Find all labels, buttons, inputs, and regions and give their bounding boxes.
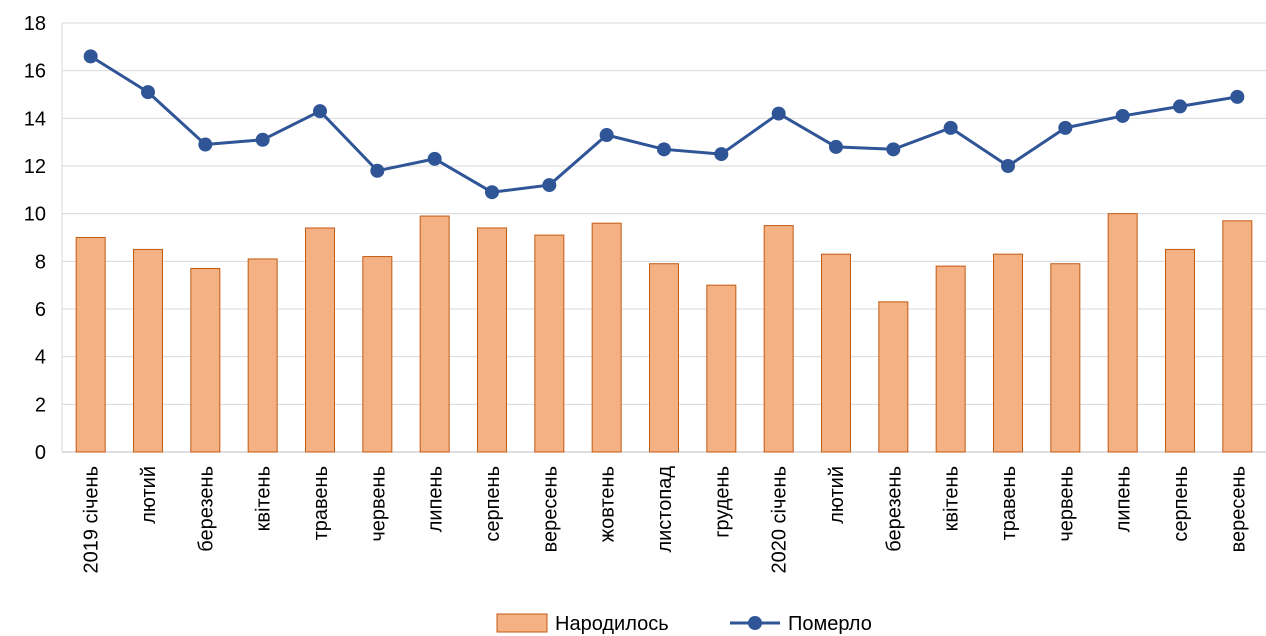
x-tick-label: серпень [1170,466,1192,542]
y-tick-label: 2 [35,394,46,416]
line-point [485,185,499,200]
line-point [886,142,901,157]
line-point [1001,159,1015,173]
line-point [714,147,729,162]
legend-label-births: Народилось [555,613,669,635]
bar [75,237,106,453]
y-tick-label: 18 [24,13,46,35]
line-point [542,178,557,193]
y-tick-label: 4 [35,347,46,369]
bar [362,256,393,453]
bar [821,253,851,453]
x-tick-label: серпень [482,466,504,542]
bar [190,267,221,453]
y-tick-label: 8 [35,251,46,273]
bar [477,227,507,453]
x-tick-label: вересень [539,466,561,552]
bar [1165,248,1195,453]
line-point [1058,120,1073,135]
bar [763,225,794,453]
x-tick-label: липень [1113,466,1135,532]
x-tick-label: березень [883,466,905,552]
legend: Народилось Померло [496,613,872,635]
x-tick-label: 2020 січень [769,466,791,574]
y-tick-label: 14 [24,108,46,130]
bar [706,284,737,453]
bar [1107,213,1138,453]
bar [935,265,966,453]
bar [1050,263,1081,453]
bar [247,258,278,453]
bar [534,234,565,453]
x-tick-label: жовтень [597,466,619,542]
x-tick-label: 2019 січень [81,466,103,574]
y-tick-label: 16 [24,61,46,83]
x-tick-label: липень [425,466,447,532]
line-point [313,104,327,119]
line-point [198,137,213,152]
legend-label-deaths: Померло [788,613,872,635]
line-point [943,120,958,135]
bar [993,253,1023,453]
line-point [1173,99,1187,114]
line-point [1230,89,1245,104]
bar [591,222,622,453]
x-tick-label: лютий [138,466,160,524]
legend-marker-deaths [748,616,762,630]
bar [133,248,163,453]
line-point [83,49,98,64]
bar [649,263,679,453]
line-series [83,49,1245,200]
x-tick-label: листопад [654,466,676,553]
line-point [657,142,671,157]
x-tick-label: травень [310,466,332,540]
bar [419,215,450,453]
x-tick-label: лютий [826,466,848,524]
bar [1222,220,1253,453]
bar [305,227,335,453]
y-axis-tick-labels: 0 2 4 6 8 10 12 14 16 18 [24,13,46,464]
line-point [771,106,786,121]
line-point [370,163,385,178]
line-point [599,128,614,143]
line-point [427,151,442,166]
y-tick-label: 0 [35,442,46,464]
legend-swatch-births [496,613,548,633]
x-axis-tick-labels: 2019 січень лютий березень квітень травень че… [81,466,1250,574]
line-point [829,139,843,154]
x-tick-label: червень [367,466,389,542]
y-tick-label: 12 [24,156,46,178]
x-tick-label: травень [998,466,1020,540]
x-tick-label: квітень [253,466,275,531]
x-tick-label: грудень [711,466,733,538]
line-point [255,132,270,147]
x-tick-label: квітень [941,466,963,531]
x-tick-label: березень [195,466,217,552]
bar-series [75,213,1253,453]
line-point [1115,108,1130,123]
y-tick-label: 6 [35,299,46,321]
x-tick-label: червень [1055,466,1077,542]
bar [878,301,909,453]
line-point [141,85,155,100]
y-tick-label: 10 [24,204,46,226]
x-tick-label: вересень [1227,466,1249,552]
